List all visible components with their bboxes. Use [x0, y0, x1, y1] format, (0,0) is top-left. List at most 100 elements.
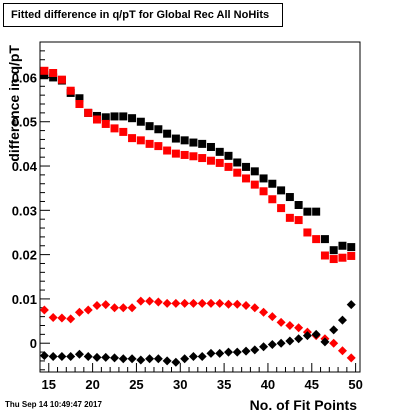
plot-frame [39, 41, 361, 373]
data-point-diamond [276, 317, 286, 327]
data-point-square [347, 251, 356, 260]
y-tick-label: 0.06 [12, 70, 37, 85]
data-point-square [294, 201, 303, 210]
data-point-diamond [136, 355, 146, 365]
data-point-square [49, 73, 58, 82]
data-point-square [303, 207, 312, 216]
data-point-square [250, 180, 259, 189]
data-point-square [119, 112, 128, 121]
x-tick-label: 20 [85, 377, 99, 392]
data-point-square [128, 134, 137, 143]
x-axis-title: No. of Fit Points [250, 397, 358, 413]
data-point-diamond [171, 357, 181, 367]
data-point-diamond [127, 303, 137, 313]
data-point-square [136, 136, 145, 145]
data-point-square [242, 162, 251, 171]
data-point-square [312, 235, 321, 244]
data-point-square [75, 100, 84, 109]
data-point-square [303, 228, 312, 237]
timestamp: Thu Sep 14 10:49:47 2017 [5, 400, 102, 409]
data-point-diamond [215, 348, 225, 358]
y-tick-label: 0 [30, 336, 37, 351]
data-point-diamond [153, 354, 163, 364]
x-tick-label: 30 [173, 377, 187, 392]
data-point-diamond [136, 296, 146, 306]
data-point-diamond [39, 351, 49, 361]
data-point-square [320, 235, 329, 244]
data-point-square [66, 86, 75, 95]
data-point-square [84, 108, 93, 117]
data-point-diamond [294, 334, 304, 344]
data-point-square [180, 150, 189, 159]
data-point-square [233, 168, 242, 177]
data-point-diamond [180, 298, 190, 308]
data-point-diamond [162, 356, 172, 366]
data-point-diamond [232, 347, 242, 357]
data-point-square [110, 112, 119, 121]
data-point-diamond [145, 296, 155, 306]
data-point-square [215, 147, 224, 156]
data-point-diamond [320, 337, 330, 347]
data-point-diamond [241, 346, 251, 356]
data-point-diamond [110, 353, 120, 363]
data-point-diamond [101, 300, 111, 310]
data-point-diamond [206, 348, 216, 358]
data-point-square [101, 119, 110, 128]
data-point-square [320, 251, 329, 260]
axis-ticks [39, 41, 357, 372]
data-point-square [224, 151, 233, 160]
y-tick-label: 0.01 [12, 292, 37, 307]
data-point-diamond [101, 352, 111, 362]
y-axis-title: difference in q/pT [6, 45, 22, 162]
x-tick-label: 40 [261, 377, 275, 392]
data-point-diamond [285, 336, 295, 346]
data-point-square [259, 187, 268, 196]
data-point-square [101, 113, 110, 122]
data-point-square [215, 158, 224, 167]
data-point-diamond [346, 300, 356, 310]
data-point-diamond [171, 298, 181, 308]
data-point-diamond [83, 351, 93, 361]
data-point-square [198, 154, 207, 163]
data-point-diamond [259, 342, 269, 352]
data-point-diamond [180, 354, 190, 364]
data-point-square [329, 255, 338, 264]
tick-labels: 15 20 25 30 35 40 45 50 0 0.01 0.02 0.03 0.04 0.05 0.0… [12, 70, 363, 392]
data-point-diamond [48, 313, 58, 323]
data-point-square [171, 149, 180, 158]
data-point-diamond [206, 298, 216, 308]
data-point-square [285, 213, 294, 222]
data-point-diamond [223, 347, 233, 357]
data-point-square [136, 117, 145, 126]
data-point-square [268, 179, 277, 188]
data-point-diamond [188, 351, 198, 361]
data-point-diamond [241, 301, 251, 311]
data-point-square [145, 139, 154, 148]
data-point-diamond [39, 305, 49, 315]
data-point-diamond [267, 340, 277, 350]
data-point-diamond [311, 329, 321, 339]
data-point-diamond [337, 315, 347, 325]
data-point-diamond [294, 323, 304, 333]
data-point-diamond [110, 303, 120, 313]
data-point-square [145, 122, 154, 131]
data-point-diamond [92, 352, 102, 362]
data-point-diamond [74, 307, 84, 317]
data-point-diamond [66, 351, 76, 361]
data-point-diamond [188, 298, 198, 308]
x-tick-label: 25 [129, 377, 143, 392]
y-tick-label: 0.02 [12, 248, 37, 263]
data-point-square [277, 186, 286, 195]
data-point-diamond [145, 354, 155, 364]
data-point-diamond [223, 299, 233, 309]
data-point-diamond [346, 353, 356, 363]
data-point-square [347, 243, 356, 252]
data-point-square [250, 167, 259, 176]
x-tick-label: 15 [42, 377, 56, 392]
data-point-diamond [197, 298, 207, 308]
data-point-diamond [250, 303, 260, 313]
data-point-square [198, 139, 207, 148]
data-point-square [294, 216, 303, 225]
data-point-diamond [329, 338, 339, 348]
